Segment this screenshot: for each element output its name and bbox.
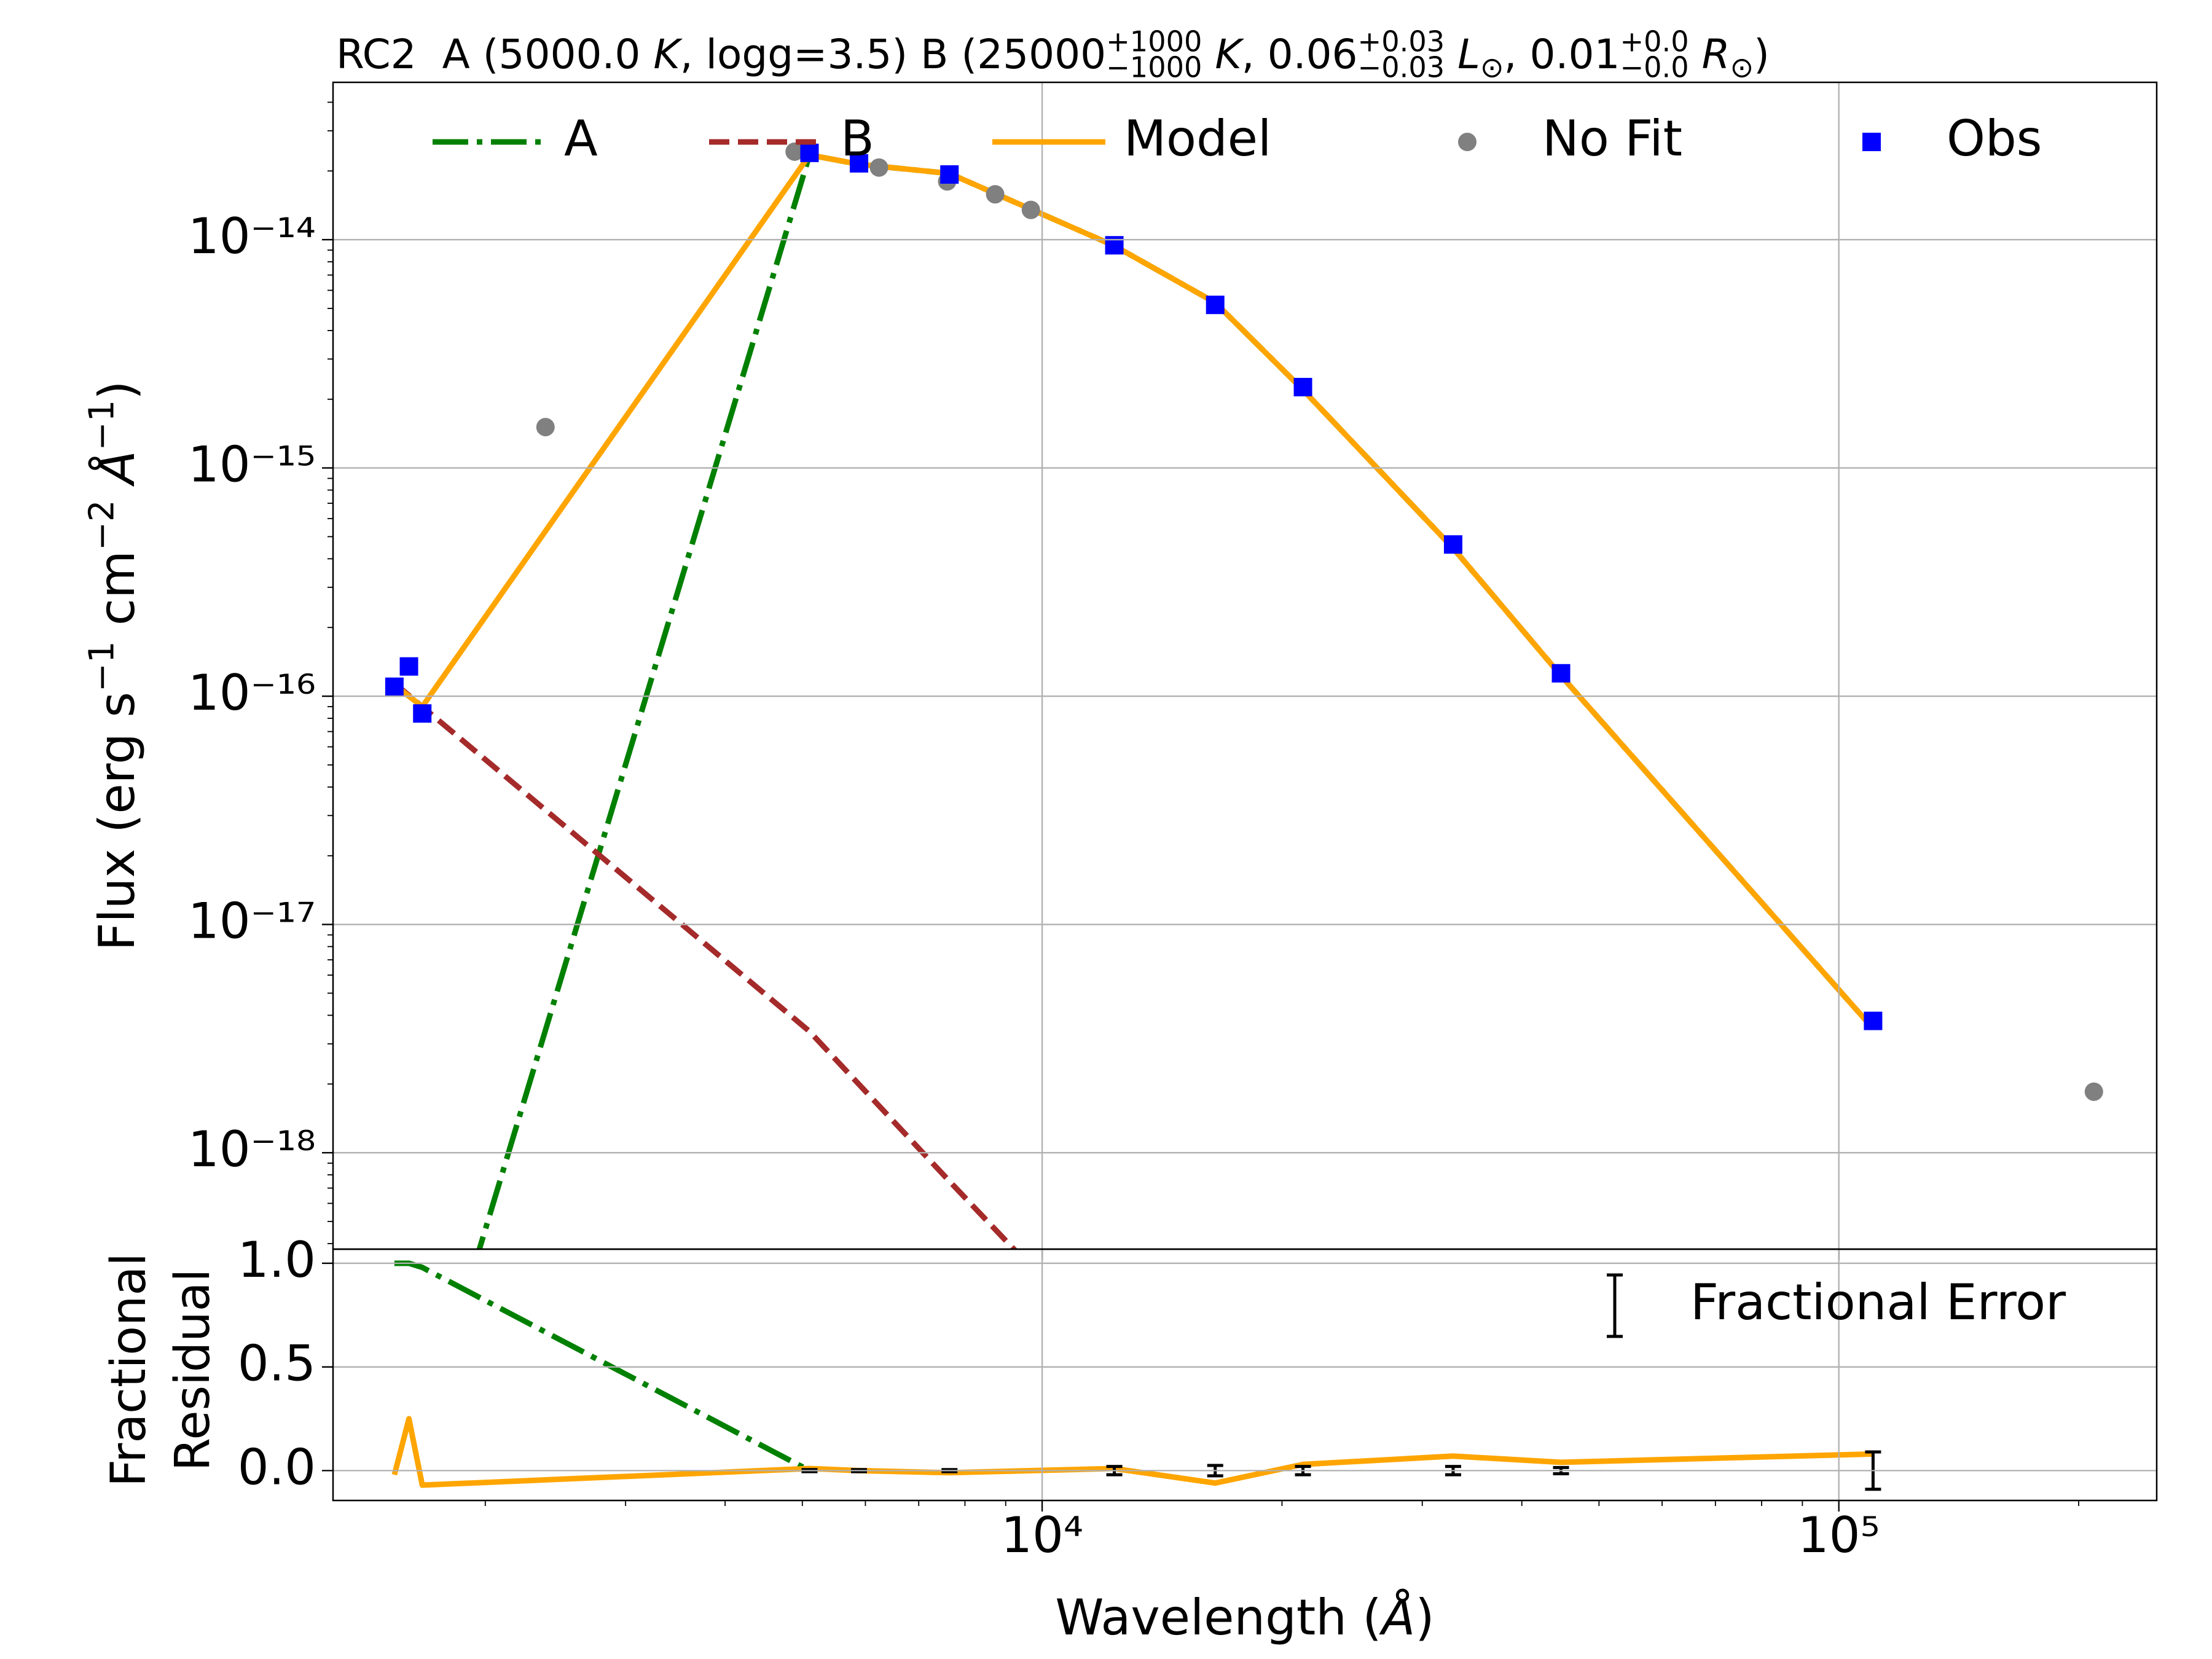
obs-point <box>399 657 418 676</box>
legend-label: Model <box>1124 110 1271 167</box>
label-part: −0.0 <box>1620 51 1688 84</box>
label-part: −1 <box>82 641 122 692</box>
label-part: L <box>1445 31 1480 78</box>
legend-label: B <box>841 110 874 167</box>
y-tick-label: 10⁻¹⁵ <box>188 436 316 493</box>
label-part: ) <box>1415 1589 1434 1646</box>
label-part: cm <box>88 551 146 641</box>
label-part: ) <box>1754 31 1770 78</box>
legend-handle <box>1862 133 1881 151</box>
rich-label-line: Wavelength (Å) <box>1055 1588 1434 1646</box>
obs-point <box>800 143 819 162</box>
rich-label: RC2 A (5000.0 K, logg=3.5) B (25000 +1000… <box>336 25 1770 84</box>
label-part: +1000 <box>1106 25 1202 58</box>
rich-label-line: Flux (erg s−1 cm−2 Å−1) <box>82 381 146 951</box>
y-tick-label: 0.5 <box>238 1335 316 1392</box>
legend-label: No Fit <box>1542 110 1682 167</box>
label-part: +0.0 <box>1620 25 1688 58</box>
label-part: K <box>1202 31 1244 78</box>
obs-point <box>850 154 869 173</box>
legend-label: Obs <box>1947 110 2042 167</box>
y-tick-label: 0.0 <box>238 1438 316 1496</box>
label-part: K <box>640 31 683 78</box>
label-part: R <box>1689 31 1730 78</box>
obs-point <box>385 677 404 696</box>
obs-point <box>1206 296 1225 315</box>
legend-label: A <box>564 110 598 167</box>
obs-point <box>1105 236 1124 255</box>
label-part: RC2 A (5000.0 <box>336 31 640 78</box>
legend-handle <box>1458 133 1477 151</box>
label-part: −2 <box>82 500 122 551</box>
obs-point <box>1551 664 1571 683</box>
label-part: −0.03 <box>1358 51 1445 84</box>
obs-point <box>1293 378 1312 397</box>
plot-area <box>385 142 2103 1249</box>
x-tick-label: 10⁵ <box>1798 1507 1880 1564</box>
axes-frame <box>332 1248 2158 1502</box>
label-part: +0.03 <box>1358 25 1445 58</box>
label-part: Flux (erg s <box>88 692 146 951</box>
legend-handle <box>1607 1273 1623 1338</box>
label-part: Wavelength ( <box>1055 1589 1381 1646</box>
label-part: Å <box>88 450 146 500</box>
series-line <box>392 681 1018 1249</box>
label-part: , logg=3.5) B (25000 <box>680 31 1106 78</box>
obs-point <box>1864 1011 1883 1030</box>
label-part: , 0.01 <box>1504 31 1620 78</box>
label-part: , 0.06 <box>1242 31 1358 78</box>
obs-point <box>413 704 432 723</box>
y-tick-label: 10⁻¹⁶ <box>188 664 316 721</box>
no-fit-point <box>536 418 555 437</box>
y-tick-label: 10⁻¹⁸ <box>188 1121 316 1178</box>
y-tick-label: 1.0 <box>238 1231 316 1288</box>
x-tick-label: 10⁴ <box>1001 1507 1083 1564</box>
y-axis-label: Fractional <box>101 1253 157 1487</box>
y-axis-label: Residual <box>165 1269 221 1471</box>
rich-label: Wavelength (Å) <box>1055 1588 1434 1646</box>
y-tick-label: 10⁻¹⁷ <box>188 893 316 950</box>
y-tick-label: 10⁻¹⁴ <box>188 208 316 265</box>
no-fit-point <box>986 185 1005 204</box>
rich-label-line: RC2 A (5000.0 K, logg=3.5) B (25000 +1000… <box>336 25 1770 84</box>
obs-point <box>940 165 959 184</box>
label-part: ⊙ <box>1480 51 1504 84</box>
label-part: Å <box>1379 1588 1416 1646</box>
no-fit-point <box>1021 200 1040 219</box>
no-fit-point <box>869 158 888 177</box>
obs-point <box>1443 535 1462 554</box>
label-part: ⊙ <box>1730 51 1754 84</box>
legend-label: Fractional Error <box>1690 1274 2066 1331</box>
no-fit-point <box>785 142 804 161</box>
label-part: −1000 <box>1106 51 1202 84</box>
no-fit-point <box>2084 1082 2103 1101</box>
label-part: ) <box>88 381 146 400</box>
rich-label: Flux (erg s−1 cm−2 Å−1) <box>82 381 146 951</box>
label-part: −1 <box>82 400 122 451</box>
